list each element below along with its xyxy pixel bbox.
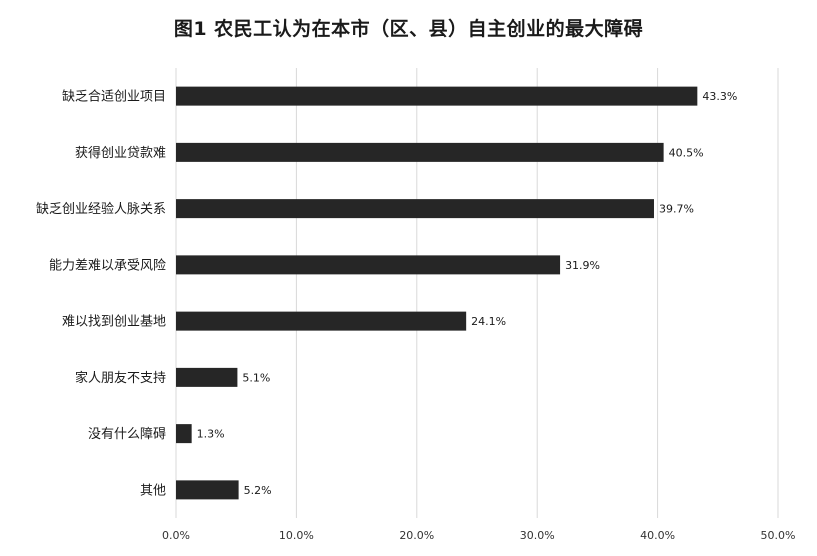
data-label: 5.2%: [244, 484, 272, 497]
data-label: 1.3%: [197, 428, 225, 441]
x-tick-label: 40.0%: [640, 529, 675, 542]
bar: [176, 311, 467, 331]
x-tick-label: 20.0%: [399, 529, 434, 542]
data-label: 43.3%: [702, 90, 737, 103]
category-label: 难以找到创业基地: [62, 315, 166, 330]
x-tick-label: 0.0%: [162, 529, 190, 542]
category-label: 能力差难以承受风险: [49, 258, 166, 273]
x-tick-label: 50.0%: [761, 529, 796, 542]
data-label: 39.7%: [659, 203, 694, 216]
bar: [176, 142, 664, 162]
data-label: 31.9%: [565, 259, 600, 272]
bar: [176, 424, 192, 444]
category-label: 没有什么障碍: [88, 427, 166, 442]
x-tick-label: 30.0%: [520, 529, 555, 542]
bar: [176, 480, 239, 500]
category-label: 获得创业贷款难: [75, 145, 166, 161]
category-label: 缺乏创业经验人脉关系: [36, 201, 166, 217]
bar: [176, 255, 561, 275]
category-label: 缺乏合适创业项目: [62, 90, 166, 105]
bar: [176, 367, 238, 387]
category-label: 其他: [140, 483, 166, 498]
data-label: 24.1%: [471, 315, 506, 328]
data-label: 40.5%: [669, 146, 704, 159]
category-label: 家人朋友不支持: [75, 370, 166, 386]
bar: [176, 199, 654, 219]
x-tick-label: 10.0%: [279, 529, 314, 542]
chart-title: 图1 农民工认为在本市（区、县）自主创业的最大障碍: [173, 18, 644, 40]
bar: [176, 86, 698, 106]
data-label: 5.1%: [242, 371, 270, 384]
